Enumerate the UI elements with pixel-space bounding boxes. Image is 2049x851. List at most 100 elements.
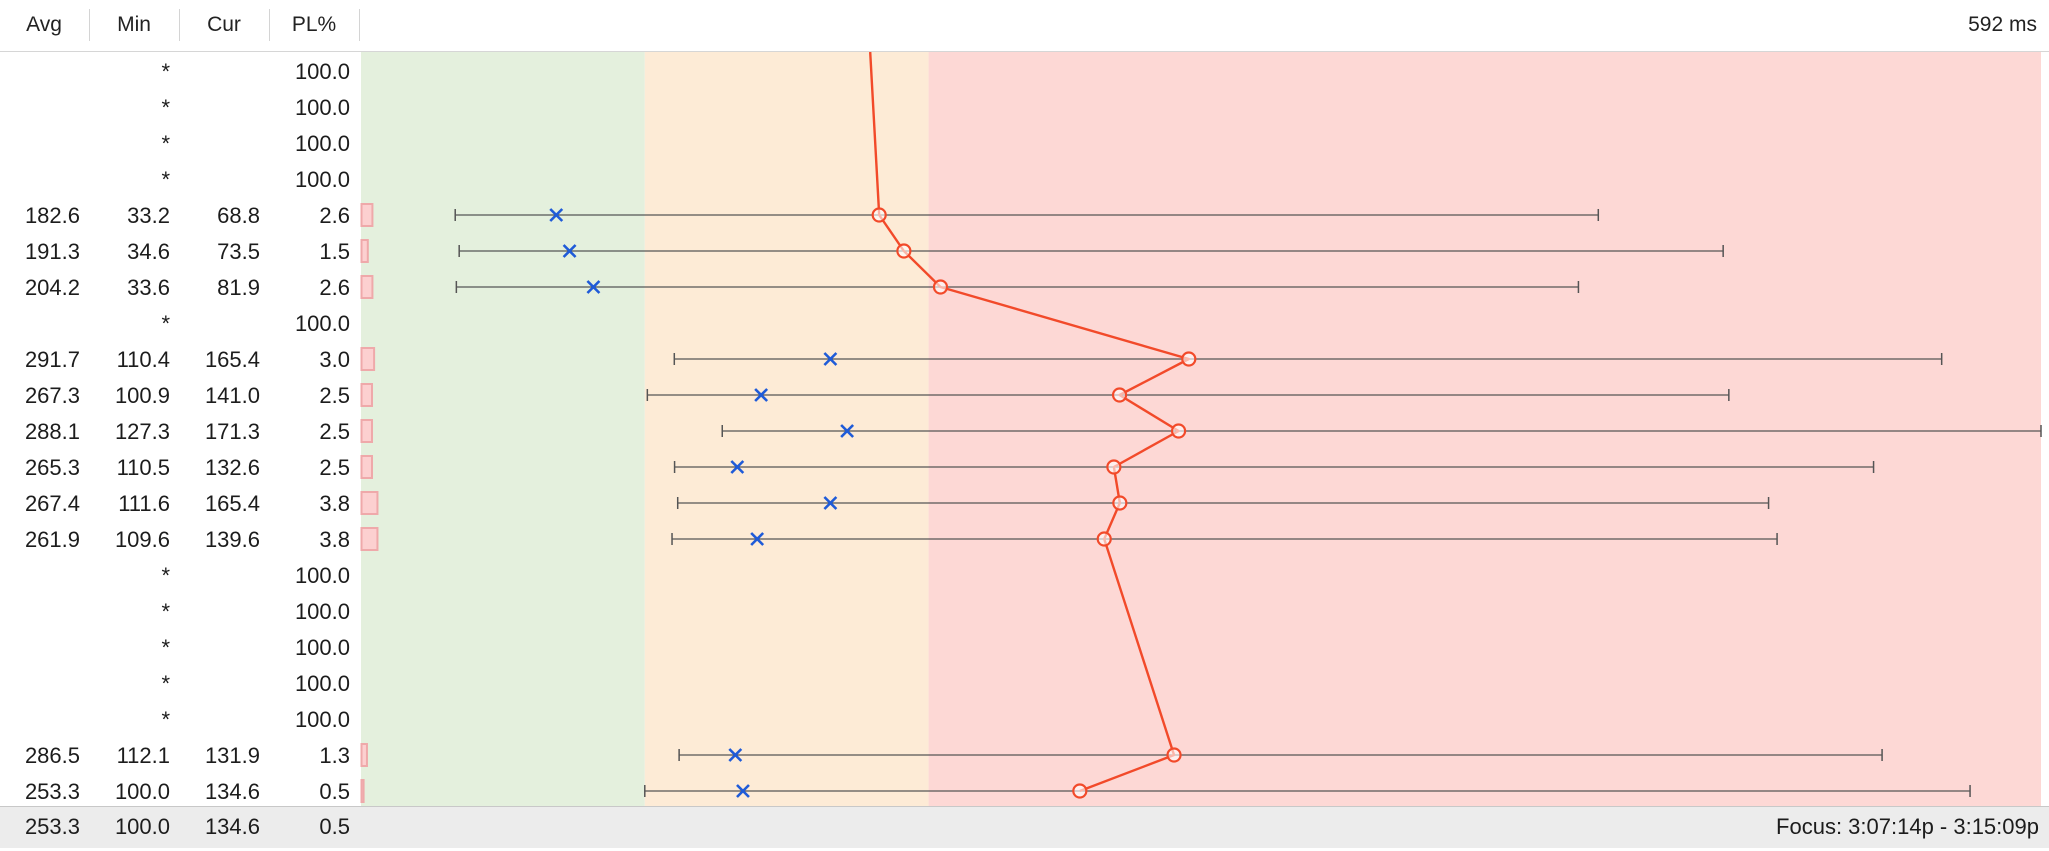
hop-row[interactable]: * 100.0	[0, 666, 360, 702]
hop-avg-cell	[0, 702, 80, 738]
hop-row[interactable]: 267.3 100.9 141.0 2.5	[0, 378, 360, 414]
hop-row[interactable]: 288.1 127.3 171.3 2.5	[0, 414, 360, 450]
avg-latency-marker	[1166, 747, 1182, 763]
hop-cur-cell: 73.5	[217, 239, 260, 264]
hop-pl-cell: 2.6	[319, 203, 350, 228]
hop-row[interactable]: * 100.0	[0, 90, 360, 126]
hop-row[interactable]: 253.3 100.0 134.6 0.5	[0, 774, 360, 810]
hop-row[interactable]: 204.2 33.6 81.9 2.6	[0, 270, 360, 306]
hop-avg-cell: 204.2	[24, 275, 80, 300]
hop-min-cell: *	[161, 707, 170, 732]
hop-row[interactable]: 261.9 109.6 139.6 3.8	[0, 522, 360, 558]
hop-pl-cell: 100.0	[294, 635, 350, 660]
hop-cur-cell	[170, 558, 260, 594]
pl-column-header[interactable]: PL%	[291, 13, 337, 36]
hop-cur-cell: 165.4	[204, 347, 260, 372]
hop-row[interactable]: * 100.0	[0, 594, 360, 630]
hop-cur-cell: 139.6	[204, 527, 260, 552]
hop-min-cell: 33.6	[127, 275, 170, 300]
column-divider[interactable]	[89, 9, 90, 41]
hop-min-cell: 109.6	[114, 527, 170, 552]
hop-cur-cell	[170, 90, 260, 126]
hop-avg-cell	[0, 558, 80, 594]
hop-min-cell: *	[161, 311, 170, 336]
hop-row[interactable]: * 100.0	[0, 162, 360, 198]
hop-cur-cell: 171.3	[204, 419, 260, 444]
packet-loss-bar	[360, 419, 373, 443]
footer-min: 100.0	[114, 814, 170, 839]
hop-cur-cell	[170, 306, 260, 342]
hop-cur-cell	[170, 54, 260, 90]
hop-row[interactable]: * 100.0	[0, 126, 360, 162]
hop-min-cell: 112.1	[116, 743, 170, 768]
hop-avg-cell: 267.3	[24, 383, 80, 408]
hop-row[interactable]: 265.3 110.5 132.6 2.5	[0, 450, 360, 486]
hop-min-cell: 100.9	[114, 383, 170, 408]
avg-latency-marker	[1096, 531, 1112, 547]
hop-cur-cell: 134.6	[204, 779, 260, 804]
latency-ranges	[454, 209, 2042, 797]
cur-latency-marker	[750, 532, 765, 546]
hop-row[interactable]: * 100.0	[0, 558, 360, 594]
avg-latency-marker	[1181, 351, 1197, 367]
footer-cur: 134.6	[204, 814, 260, 839]
focus-time-range: Focus: 3:07:14p - 3:15:09p	[1776, 814, 2039, 839]
hop-row[interactable]: 291.7 110.4 165.4 3.0	[0, 342, 360, 378]
packet-loss-bar	[360, 527, 379, 551]
hop-avg-cell: 261.9	[24, 527, 80, 552]
hop-cur-cell	[170, 666, 260, 702]
hop-min-cell: 110.5	[116, 455, 170, 480]
column-divider[interactable]	[179, 9, 180, 41]
hop-avg-cell: 182.6	[24, 203, 80, 228]
hop-row[interactable]: 286.5 112.1 131.9 1.3	[0, 738, 360, 774]
hop-cur-cell	[170, 702, 260, 738]
avg-latency-marker	[932, 279, 949, 295]
avg-column-header[interactable]: Avg	[26, 13, 62, 36]
hop-row[interactable]: 191.3 34.6 73.5 1.5	[0, 234, 360, 270]
hop-row[interactable]: * 100.0	[0, 630, 360, 666]
hop-avg-cell: 191.3	[24, 239, 80, 264]
min-column-header[interactable]: Min	[117, 13, 151, 36]
cur-column-header[interactable]: Cur	[207, 13, 241, 36]
hop-cur-cell	[170, 126, 260, 162]
avg-latency-marker	[896, 243, 912, 259]
hop-min-cell: 111.6	[118, 491, 170, 516]
hop-pl-cell: 100.0	[294, 167, 350, 192]
hop-min-cell: 100.0	[114, 779, 170, 804]
hop-row[interactable]: * 100.0	[0, 702, 360, 738]
hop-pl-cell: 100.0	[294, 563, 350, 588]
hop-min-cell: *	[161, 563, 170, 588]
cur-latency-marker	[754, 388, 769, 402]
hop-min-cell: 110.4	[116, 347, 170, 372]
hop-avg-cell	[0, 162, 80, 198]
hop-row[interactable]: * 100.0	[0, 306, 360, 342]
hop-row[interactable]: 267.4 111.6 165.4 3.8	[0, 486, 360, 522]
hop-min-cell: *	[161, 635, 170, 660]
hop-min-cell: 33.2	[127, 203, 170, 228]
cur-latency-marker	[736, 784, 750, 798]
avg-latency-marker	[1072, 783, 1088, 799]
hop-cur-cell	[170, 162, 260, 198]
hop-avg-cell: 267.4	[24, 491, 80, 516]
column-divider[interactable]	[359, 9, 360, 41]
hop-avg-cell	[0, 306, 80, 342]
packet-loss-bars	[360, 203, 379, 803]
cur-latency-marker	[549, 208, 564, 222]
hop-avg-cell	[0, 126, 80, 162]
hop-row[interactable]: 182.6 33.2 68.8 2.6	[0, 198, 360, 234]
hop-min-cell: *	[161, 599, 170, 624]
markers	[549, 207, 1197, 799]
hop-pl-cell: 1.5	[319, 239, 350, 264]
packet-loss-bar	[360, 347, 376, 371]
hop-pl-cell: 1.3	[319, 743, 350, 768]
footer-pl: 0.5	[319, 814, 350, 839]
hop-avg-cell	[0, 666, 80, 702]
hop-avg-cell: 253.3	[24, 779, 80, 804]
hop-min-cell: 127.3	[114, 419, 170, 444]
column-divider[interactable]	[269, 9, 270, 41]
hop-row[interactable]: * 100.0	[0, 54, 360, 90]
hop-avg-cell: 291.7	[24, 347, 80, 372]
avg-latency-marker	[1112, 495, 1128, 511]
hop-pl-cell: 100.0	[294, 707, 350, 732]
